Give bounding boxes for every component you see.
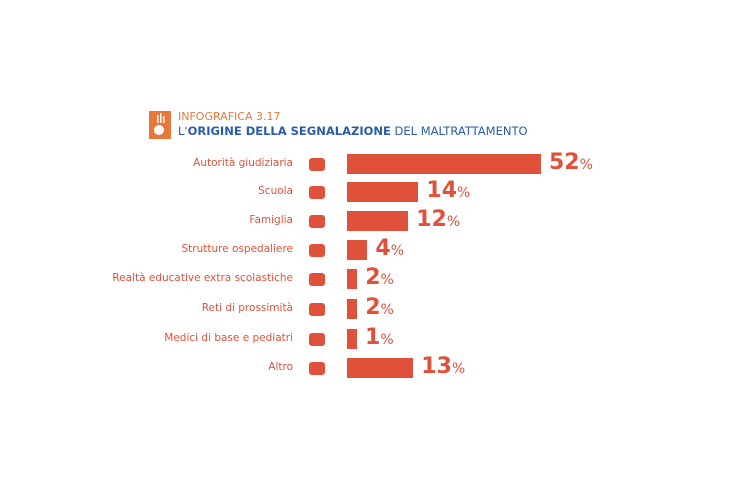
bar-row: Realtà educative extra scolastiche 2% <box>0 265 755 290</box>
bar <box>347 211 409 231</box>
category-label: Realtà educative extra scolastiche <box>112 272 293 284</box>
title-bold: ORIGINE DELLA SEGNALAZIONE <box>187 124 391 138</box>
bar <box>347 269 358 289</box>
category-label: Strutture ospedaliere <box>181 243 294 255</box>
hospital-icon <box>306 240 328 260</box>
family-icon <box>306 211 328 231</box>
bar-row: Autorità giudiziaria 52% <box>0 150 755 175</box>
category-label: Altro <box>268 361 293 373</box>
chart-title: L'ORIGINE DELLA SEGNALAZIONE DEL MALTRAT… <box>178 124 528 138</box>
bar <box>347 358 414 378</box>
bar <box>347 240 368 260</box>
bar <box>347 329 357 349</box>
value-label: 12% <box>416 207 461 232</box>
infographic-number: INFOGRAFICA 3.17 <box>178 110 281 123</box>
value-label: 14% <box>426 178 471 203</box>
value-label: 2% <box>365 295 394 320</box>
value-label: 52% <box>549 150 593 175</box>
bar-row: Reti di prossimità 2% <box>0 295 755 320</box>
title-prefix: L' <box>178 124 188 138</box>
infographic-logo-icon <box>149 111 171 139</box>
value-label: 4% <box>375 236 405 261</box>
doctor-icon <box>306 329 328 349</box>
category-label: Famiglia <box>249 214 293 226</box>
bar <box>347 299 358 319</box>
bar-row: Scuola 14% <box>0 178 755 203</box>
value-label: 13% <box>421 354 466 379</box>
value-label: 1% <box>365 325 394 350</box>
bar <box>347 154 541 174</box>
bar-row: Altro 13% <box>0 354 755 379</box>
bar-row: Medici di base e pediatri 1% <box>0 325 755 350</box>
bar-row: Strutture ospedaliere 4% <box>0 236 755 261</box>
category-label: Scuola <box>258 185 293 197</box>
category-label: Medici di base e pediatri <box>164 332 293 344</box>
title-suffix: DEL MALTRATTAMENTO <box>390 124 528 138</box>
school-icon <box>306 182 328 202</box>
value-label: 2% <box>365 265 394 290</box>
bar <box>347 182 419 202</box>
gavel-icon <box>306 154 328 174</box>
network-icon <box>306 299 328 319</box>
category-label: Autorità giudiziaria <box>193 157 293 169</box>
warning-message-icon <box>306 358 328 378</box>
category-label: Reti di prossimità <box>201 302 293 314</box>
bar-row: Famiglia 12% <box>0 207 755 232</box>
sports-icon <box>306 269 328 289</box>
